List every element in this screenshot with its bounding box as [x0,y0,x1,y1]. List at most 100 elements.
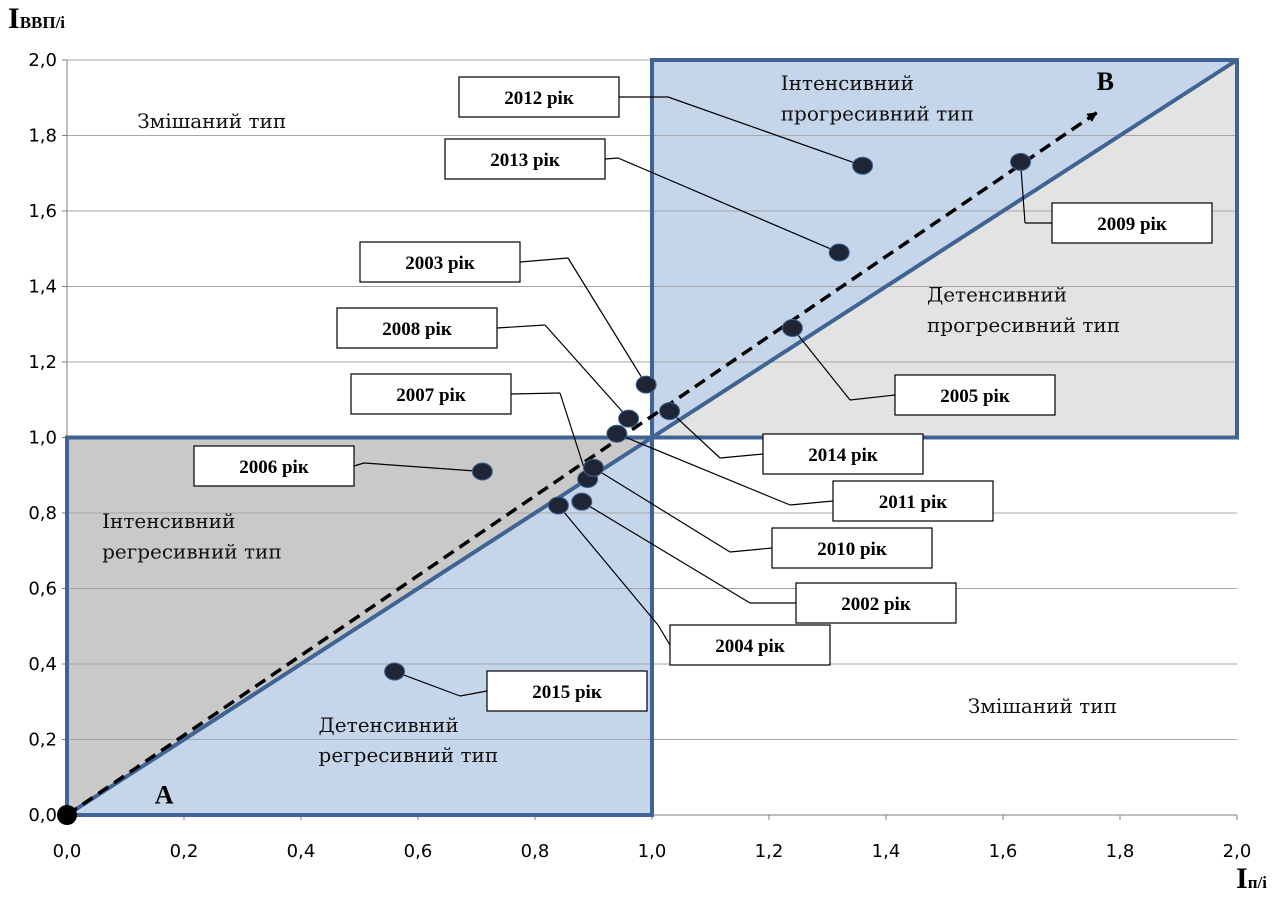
leader-line [559,392,589,480]
region-label-intensive-regressive: регресивний тип [102,539,282,563]
x-tick-label: 0,2 [170,841,199,862]
data-point [384,662,406,681]
y-tick-label: 0,4 [28,654,57,675]
data-point [618,409,640,428]
data-point [1010,152,1032,171]
point-label-a: A [155,781,174,810]
leader-line [616,433,791,506]
data-label: 2003 рік [405,253,475,274]
leader-line [657,624,671,646]
x-tick-label: 0,8 [521,841,550,862]
origin-point [57,805,77,825]
data-label: 2007 рік [396,385,466,406]
leader-line [1019,161,1026,224]
y-tick-label: 1,0 [28,428,57,449]
data-label: 2012 рік [504,88,574,109]
data-point [635,375,657,394]
x-tick-label: 1,4 [872,841,901,862]
data-label-box [762,433,924,475]
leader-line [669,410,721,459]
data-label: 2015 рік [532,682,602,703]
data-point [828,243,850,262]
y-tick-label: 1,6 [28,201,57,222]
leader-line [581,501,751,604]
lower-left-box [65,435,654,817]
data-point [606,424,628,443]
x-tick-label: 0,0 [53,841,82,862]
leader-line [849,394,896,401]
region-label-detensive-regressive: регресивний тип [319,743,499,767]
point-label-b: B [1097,67,1114,96]
leader-line [567,257,647,385]
region-label-intensive-progressive: Інтенсивний [781,71,914,95]
leader-line [791,327,851,401]
region-label-detensive-progressive: Детенсивний [927,283,1067,307]
data-label-box [444,138,606,180]
leader-line [604,157,619,160]
data-point [852,156,874,175]
data-label-box [669,624,831,666]
x-tick-label: 0,6 [404,841,433,862]
data-label: 2014 рік [808,445,878,466]
leader-line [363,462,483,473]
data-label-box [1051,202,1213,244]
region-label-intensive-progressive: прогресивний тип [781,101,974,125]
data-label: 2005 рік [940,386,1010,407]
y-tick-label: 1,2 [28,352,57,373]
leader-line [593,467,731,553]
leader-line [459,690,488,697]
x-tick-label: 1,6 [989,841,1018,862]
diagonal-line [65,58,1239,817]
data-label: 2009 рік [1097,214,1167,235]
data-point [659,402,681,421]
upper-right-box [650,58,1239,440]
leader-line [667,96,863,167]
data-label: 2004 рік [715,636,785,657]
data-point [471,462,493,481]
leader-line [519,257,569,263]
y-axis-label: IВВП/і [8,2,66,35]
data-label: 2006 рік [239,457,309,478]
data-label-box [832,480,994,522]
x-tick-label: 1,8 [1106,841,1135,862]
leader-line [789,500,834,506]
region-label-detensive-progressive: прогресивний тип [927,313,1120,337]
data-point [571,492,593,511]
data-label-box [359,241,521,283]
region-label-mixed-top: Змішаний тип [137,109,286,133]
data-label: 2011 рік [879,492,948,513]
x-axis-label: Iп/і [1236,862,1267,895]
leader-line [729,547,773,553]
data-label-box [486,670,648,712]
y-tick-label: 1,8 [28,126,57,147]
x-tick-label: 2,0 [1223,841,1252,862]
data-label: 2013 рік [490,150,560,171]
region-label-mixed-bottom: Змішаний тип [968,694,1117,718]
data-label: 2010 рік [817,539,887,560]
x-tick-label: 1,2 [755,841,784,862]
y-tick-label: 2,0 [28,50,57,71]
leader-line [394,670,461,697]
data-point [781,319,803,338]
y-tick-label: 1,4 [28,277,57,298]
data-label-box [894,374,1056,416]
region-label-intensive-regressive: Інтенсивний [102,509,235,533]
region-label-detensive-regressive: Детенсивний [319,713,459,737]
y-tick-label: 0,8 [28,503,57,524]
data-label: 2008 рік [382,319,452,340]
data-label-box [193,445,355,487]
y-tick-label: 0,0 [28,805,57,826]
data-label-box [336,307,498,349]
leader-line [510,392,561,395]
leader-line [544,324,630,420]
y-tick-label: 0,6 [28,579,57,600]
leader-line [353,462,365,467]
leader-line [496,324,546,329]
leader-line [617,157,840,254]
data-label: 2002 рік [841,594,911,615]
data-point [547,496,569,515]
y-tick-label: 0,2 [28,730,57,751]
data-label-box [458,76,620,118]
data-label-box [771,527,933,569]
